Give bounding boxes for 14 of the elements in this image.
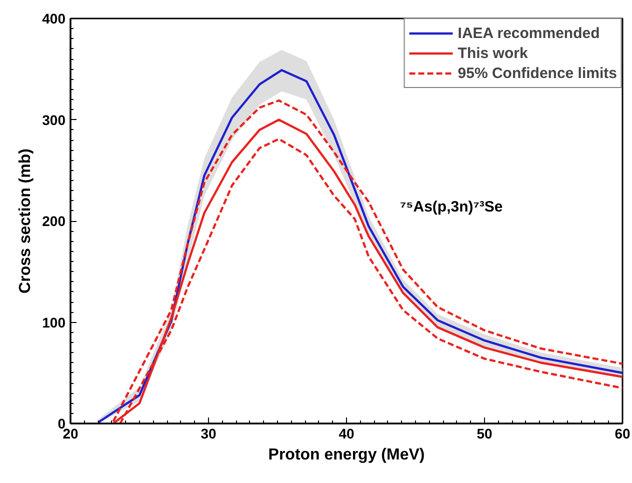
y-tick-label: 100 <box>42 314 66 330</box>
x-axis-title: Proton energy (MeV) <box>268 446 425 464</box>
y-tick-label: 200 <box>42 213 66 229</box>
x-tick-label: 60 <box>614 426 630 442</box>
y-tick-label: 400 <box>42 10 66 26</box>
legend-label: IAEA recommended <box>458 24 600 43</box>
y-axis-title: Cross section (mb) <box>17 148 34 294</box>
annotation: ⁷⁵As(p,3n)⁷³Se <box>400 198 503 216</box>
legend-label: This work <box>458 44 528 63</box>
x-tick-label: 50 <box>476 426 492 442</box>
x-tick-label: 40 <box>338 426 354 442</box>
y-tick-label: 300 <box>42 112 66 128</box>
x-tick-label: 30 <box>200 426 216 442</box>
legend-label: 95% Confidence limits <box>458 64 617 83</box>
